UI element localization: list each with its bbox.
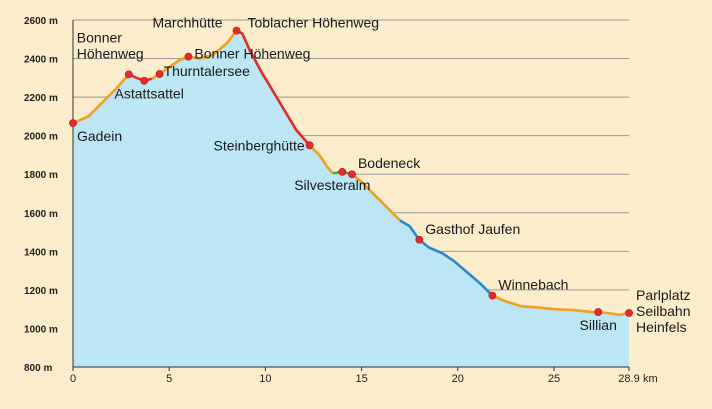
waypoint-label-7: Steinberghütte bbox=[214, 137, 305, 153]
waypoint-label-2: Astattsattel bbox=[115, 86, 184, 102]
profile-segment-3 bbox=[235, 29, 311, 147]
profile-segment-7 bbox=[399, 219, 494, 297]
y-tick-label-2200: 2200 m bbox=[24, 93, 58, 104]
waypoint-marker-0 bbox=[69, 119, 77, 128]
x-tick-labels: 0 5 10 15 20 25 28.9 bbox=[70, 367, 640, 385]
y-tick-label-1200: 1200 m bbox=[24, 286, 58, 297]
waypoint-marker-12 bbox=[594, 308, 603, 316]
y-tick-label-1600: 1600 m bbox=[24, 209, 58, 220]
profile-segment-6 bbox=[351, 173, 402, 222]
x-tick-label-5: 25 bbox=[548, 373, 560, 385]
waypoint-marker-2 bbox=[140, 76, 149, 85]
x-axis-unit: km bbox=[643, 373, 658, 385]
waypoint-marker-9 bbox=[348, 170, 356, 179]
profile-segment-4 bbox=[308, 144, 334, 175]
waypoint-label-13: Parlplatz Seilbahn Heinfels bbox=[636, 287, 691, 335]
waypoint-label-5: Marchhütte bbox=[152, 15, 222, 31]
waypoint-label-0: Gadein bbox=[77, 128, 122, 144]
profile-segment-1 bbox=[128, 73, 153, 82]
y-tick-label-2600: 2600 m bbox=[24, 16, 58, 27]
waypoint-marker-3 bbox=[155, 70, 164, 78]
elevation-area bbox=[73, 30, 629, 367]
waypoint-label-1: Bonner Höhenweg bbox=[77, 29, 144, 61]
y-tick-label-800: 800 m bbox=[24, 363, 52, 374]
waypoint-label-3: Thurntalersee bbox=[164, 63, 251, 79]
x-tick-label-0: 0 bbox=[70, 373, 76, 385]
waypoint-labels: Gadein Bonner Höhenweg Astattsattel Thurntal… bbox=[77, 15, 691, 335]
x-tick-label-3: 15 bbox=[355, 373, 367, 385]
waypoint-label-4: Bonner Höhenweg bbox=[194, 46, 310, 62]
waypoint-marker-8 bbox=[338, 168, 347, 176]
y-tick-label-2400: 2400 m bbox=[24, 55, 58, 66]
y-tick-label-2000: 2000 m bbox=[24, 132, 58, 143]
waypoint-label-10: Gasthof Jaufen bbox=[425, 221, 520, 237]
x-tick-label-6: 28.9 bbox=[618, 373, 639, 385]
y-tick-label-1400: 1400 m bbox=[24, 247, 58, 258]
y-tick-labels: 800 m 1000 m 1200 m 1400 m 1600 m 1800 m 2000 … bbox=[24, 16, 58, 374]
profile-segment-8 bbox=[491, 294, 630, 317]
x-tick-label-2: 10 bbox=[259, 373, 271, 385]
profile-segment-0 bbox=[72, 73, 130, 125]
y-tick-label-1800: 1800 m bbox=[24, 170, 58, 181]
waypoint-marker-13 bbox=[625, 309, 633, 317]
waypoint-marker-1 bbox=[124, 70, 133, 79]
waypoint-label-6: Toblacher Höhenweg bbox=[248, 15, 380, 31]
waypoint-label-12: Sillian bbox=[580, 317, 617, 333]
waypoint-marker-7 bbox=[305, 141, 314, 150]
waypoint-label-8: Silvesteralm bbox=[294, 177, 370, 193]
x-tick-label-1: 5 bbox=[166, 373, 172, 385]
waypoint-marker-10 bbox=[415, 235, 424, 244]
waypoint-marker-11 bbox=[488, 291, 497, 300]
x-tick-label-4: 20 bbox=[452, 373, 464, 385]
waypoint-label-9: Bodeneck bbox=[358, 155, 421, 171]
waypoint-label-11: Winnebach bbox=[498, 277, 568, 293]
waypoint-marker-5 bbox=[232, 26, 241, 35]
waypoint-marker-4 bbox=[184, 52, 193, 61]
waypoint-markers bbox=[69, 26, 633, 317]
y-tick-label-1000: 1000 m bbox=[24, 324, 58, 335]
